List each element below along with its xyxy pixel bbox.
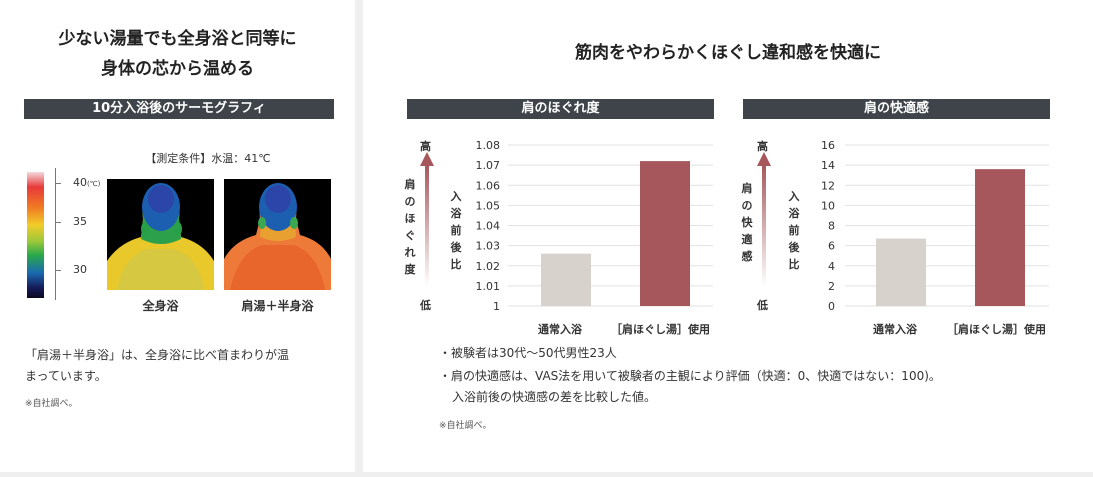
chart1-ytick-label: 1.06 [476, 179, 501, 192]
chart2-arrow-high: 高 [757, 140, 768, 153]
chart1-ytick-label: 1 [493, 300, 500, 313]
scale-label-35: 35 [73, 215, 87, 228]
right-note: ※自社調べ。 [439, 421, 492, 431]
scale-label-40: 40(℃) [73, 176, 101, 189]
chart2-bar-katahogushi [975, 169, 1025, 306]
chart2-ylabel: 入浴前後比 [788, 190, 800, 271]
chart1-ytick-label: 1.01 [476, 280, 501, 293]
chart2-ytick-label: 12 [821, 179, 835, 192]
scale-label-30: 30 [73, 263, 87, 276]
scale-tick [55, 183, 61, 184]
scale-tick [55, 270, 61, 271]
chart1-ylabel: 入浴前後比 [450, 190, 462, 271]
label-full-bath: 全身浴 [142, 299, 179, 313]
right-panel: 筋肉をやわらかくほぐし違和感を快適に 肩のほぐれ度 高 低 肩のほぐれ度 入浴前… [363, 0, 1093, 472]
chart2-title: 肩の快適感 [743, 99, 1050, 119]
chart1-ytick-label: 1.07 [476, 159, 501, 172]
chart1-bar-normal-bath [541, 253, 591, 306]
chart1-arrow-high: 高 [420, 140, 431, 153]
chart1-cat-label: 通常入浴 [538, 323, 582, 336]
thermography-shoulder-half-bath-image [224, 179, 331, 290]
chart2-arrow-label: 肩の快適感 [741, 182, 753, 263]
label-shoulder-half-bath: 肩湯＋半身浴 [241, 299, 314, 313]
temperature-color-scale [27, 172, 44, 298]
bullet-subjects: ・被験者は30代〜50代男性23人 [439, 346, 617, 360]
scale-unit: (℃) [87, 180, 101, 188]
chart2-ytick-label: 0 [828, 300, 835, 313]
chart1-arrow-head [420, 152, 434, 166]
thermography-section-label: 10分入浴後のサーモグラフィ [24, 99, 334, 119]
left-title: 少ない湯量でも全身浴と同等に 身体の芯から温める [0, 24, 355, 84]
scale-axis [55, 168, 56, 300]
left-description-line2: まっています。 [25, 369, 107, 383]
left-description: 「肩湯＋半身浴」は、全身浴に比べ首まわりが温 まっています。 [25, 345, 289, 387]
chart2-ytick-label: 8 [828, 220, 835, 233]
left-panel: 少ない湯量でも全身浴と同等に 身体の芯から温める 10分入浴後のサーモグラフィ … [0, 0, 355, 472]
chart2-arrow-shaft [762, 164, 766, 286]
chart2-ytick-label: 2 [828, 280, 835, 293]
chart1-svg: 1.08 1.07 1.06 1.05 1.04 1.03 1.02 1.01 1 16 14 12 1… [420, 139, 1049, 313]
chart2-bar-normal-bath [876, 238, 926, 306]
chart1-ytick-label: 1.02 [476, 260, 501, 273]
chart2-cat-label: 通常入浴 [873, 323, 917, 336]
chart1-arrow-label: 肩のほぐれ度 [404, 178, 416, 276]
chart2-ytick-label: 16 [821, 139, 835, 152]
chart1-ytick-label: 1.08 [476, 139, 501, 152]
chart2-ytick-label: 6 [828, 240, 835, 253]
chart2-arrow-head [757, 152, 771, 166]
left-title-line1: 少ない湯量でも全身浴と同等に [58, 29, 297, 49]
chart1-arrow-low: 低 [420, 299, 431, 312]
scale-tick [55, 222, 61, 223]
chart2-cat-label: ［肩ほぐし湯］使用 [947, 323, 1046, 336]
chart1-ytick-label: 1.03 [476, 240, 501, 253]
chart1-ytick-label: 1.04 [476, 220, 501, 233]
measurement-condition: 【測定条件】水温：41℃ [145, 152, 271, 165]
chart2-ytick-label: 14 [821, 159, 835, 172]
chart2-ytick-label: 4 [828, 260, 835, 273]
chart1-ytick-label: 1.05 [476, 199, 501, 212]
bullet-vas-method-cont: 入浴前後の快適感の差を比較した値。 [452, 390, 657, 404]
right-title: 筋肉をやわらかくほぐし違和感を快適に [575, 43, 881, 63]
left-title-line2: 身体の芯から温める [101, 59, 254, 79]
bullet-vas-method: ・肩の快適感は、VAS法を用いて被験者の主観により評価（快適：0、快適ではない：… [439, 369, 941, 383]
chart1-bar-katahogushi [640, 161, 690, 306]
thermography-full-bath-image [107, 179, 214, 290]
chart2-arrow-low: 低 [757, 299, 768, 312]
chart1-cat-label: ［肩ほぐし湯］使用 [611, 323, 710, 336]
left-note: ※自社調べ。 [25, 399, 78, 409]
chart2-ytick-label: 10 [821, 199, 835, 212]
chart1-arrow-shaft [425, 164, 429, 286]
chart1-title: 肩のほぐれ度 [407, 99, 714, 119]
left-description-line1: 「肩湯＋半身浴」は、全身浴に比べ首まわりが温 [25, 348, 290, 362]
